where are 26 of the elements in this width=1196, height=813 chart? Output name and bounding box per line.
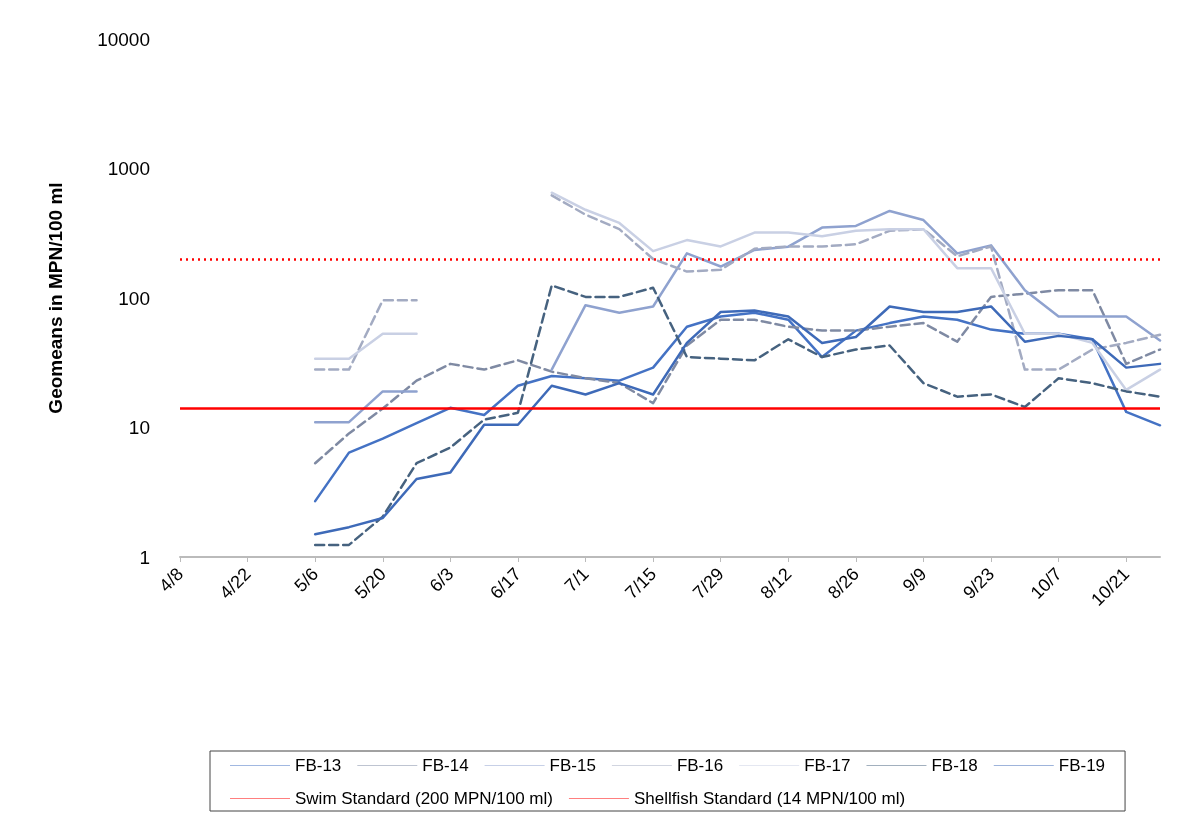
legend-label: FB-17 [804, 756, 851, 775]
x-tick-label: 6/3 [425, 563, 458, 596]
legend-label: Swim Standard (200 MPN/100 ml) [295, 789, 553, 808]
y-tick-label: 1000 [107, 158, 150, 179]
x-tick-label: 5/6 [290, 563, 323, 596]
y-axis-title: Geomeans in MPN/100 ml [45, 182, 66, 414]
legend-label: FB-19 [1058, 756, 1106, 775]
y-tick-label: 1 [139, 546, 150, 568]
legend-label: FB-18 [931, 756, 978, 775]
line-series [313, 288, 1162, 465]
y-tick-label: 10 [128, 417, 150, 438]
legend-label: FB-15 [549, 756, 596, 775]
legend-label: FB-16 [676, 756, 724, 775]
x-tick-label: 8/26 [824, 563, 863, 603]
legend-label: Shellfish Standard (14 MPN/100 ml) [633, 789, 906, 808]
x-tick-label: 8/12 [756, 563, 796, 603]
x-tick-label: 7/29 [688, 563, 728, 603]
y-tick-label: 10000 [97, 28, 150, 50]
x-tick-label: 7/1 [560, 563, 593, 596]
x-tick-label: 9/9 [898, 563, 931, 596]
x-tick-label: 4/8 [155, 563, 188, 596]
legend-label: FB-13 [295, 756, 342, 775]
y-tick-label: 100 [118, 287, 150, 309]
x-tick-label: 9/23 [959, 563, 999, 603]
x-tick-label: 4/22 [215, 563, 255, 603]
legend-label: FB-14 [422, 756, 469, 775]
